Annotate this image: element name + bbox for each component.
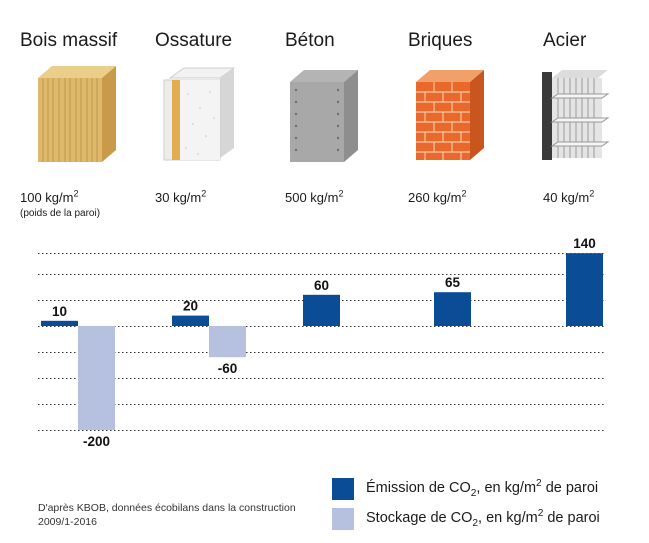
bar-emission-1 — [172, 315, 209, 326]
bar-storage-1 — [209, 326, 246, 358]
bar-emission-2 — [303, 294, 340, 326]
chart-bars — [41, 253, 603, 430]
data-label-emission-1: 20 — [183, 299, 198, 314]
bar-storage-0 — [78, 326, 115, 430]
data-label-emission-0: 10 — [52, 304, 67, 319]
material-weight-ossature: 30 kg/m2 — [155, 188, 207, 205]
data-label-storage-0: -200 — [83, 434, 110, 449]
material-title-bois-massif: Bois massif — [20, 30, 118, 51]
material-title-beton: Béton — [285, 30, 335, 51]
material-title-ossature: Ossature — [155, 30, 233, 51]
material-weight-acier: 40 kg/m2 — [543, 188, 595, 205]
data-label-emission-2: 60 — [314, 278, 329, 293]
timber-frame-panel-illustration — [163, 67, 236, 161]
concrete-panel-illustration — [290, 70, 358, 162]
material-title-acier: Acier — [543, 30, 587, 51]
material-weight-beton: 500 kg/m2 — [285, 188, 344, 205]
legend-label-storage: Stockage de CO2, en kg/m2 de paroi — [366, 508, 600, 529]
data-label-emission-4: 140 — [573, 236, 596, 251]
legend-swatch-emission — [332, 478, 354, 500]
solid-wood-panel-illustration — [38, 66, 116, 162]
chart-data-labels: 10 20 60 65 140 -200 -60 — [52, 236, 596, 449]
data-label-emission-3: 65 — [445, 275, 461, 290]
material-weight-briques: 260 kg/m2 — [408, 188, 467, 205]
legend-swatch-storage — [332, 508, 354, 530]
steel-panel-illustration — [542, 70, 610, 160]
material-weight-note: (poids de la paroi) — [20, 208, 101, 219]
material-title-briques: Briques — [408, 30, 473, 51]
material-weight-bois-massif: 100 kg/m2 — [20, 188, 79, 205]
bar-emission-3 — [434, 292, 471, 326]
bar-emission-4 — [566, 253, 603, 326]
brick-wall-illustration — [416, 70, 484, 160]
co2-bar-chart: 10 20 60 65 140 -200 -60 — [38, 236, 604, 449]
legend-label-emission: Émission de CO2, en kg/m2 de paroi — [366, 478, 599, 499]
source-line-2: 2009/1-2016 — [38, 516, 97, 528]
bar-emission-0 — [41, 320, 78, 326]
data-label-storage-1: -60 — [218, 361, 238, 376]
source-line-1: D'après KBOB, données écobilans dans la … — [38, 502, 296, 514]
